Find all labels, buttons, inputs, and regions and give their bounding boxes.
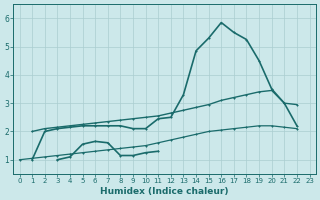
X-axis label: Humidex (Indice chaleur): Humidex (Indice chaleur) <box>100 187 229 196</box>
